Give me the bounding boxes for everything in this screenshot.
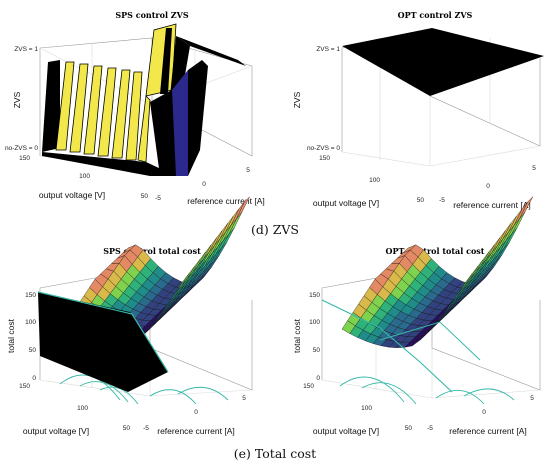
surface-patch bbox=[97, 67, 117, 157]
surface-patch bbox=[55, 61, 75, 151]
contour-line bbox=[177, 386, 229, 401]
z-axis-label: total cost bbox=[292, 318, 302, 353]
opt-cost-plot: OPT control total cost 150 100 50 0 tota… bbox=[292, 196, 541, 436]
surface-patch bbox=[137, 95, 151, 163]
x-axis-label: reference current [A] bbox=[187, 196, 264, 206]
chart-title: SPS control total cost bbox=[103, 246, 201, 256]
y-axis-label: output voltage [V] bbox=[23, 426, 89, 436]
surface-patch bbox=[125, 71, 143, 161]
x-tick-label: -5 bbox=[143, 425, 149, 432]
z-tick-label: 50 bbox=[29, 347, 37, 354]
chart-title: OPT control total cost bbox=[386, 246, 485, 256]
y-tick-label: 50 bbox=[405, 425, 413, 432]
zvs-surface bbox=[342, 28, 544, 96]
x-tick-label: 0 bbox=[482, 409, 486, 416]
surface-patch bbox=[42, 152, 176, 176]
z-tick-label: no-ZVS = 0 bbox=[307, 145, 340, 152]
y-tick-label: 150 bbox=[303, 383, 314, 390]
surface-patch bbox=[458, 273, 473, 293]
grid-line bbox=[341, 145, 541, 167]
y-tick-label: 150 bbox=[19, 155, 30, 162]
contour-line bbox=[79, 381, 129, 403]
z-tick-label: 0 bbox=[32, 375, 36, 382]
z-tick-label: 100 bbox=[309, 319, 320, 326]
opt-zvs-plot: OPT control ZVS ZVS = 1 no-ZVS = 0 ZVS 1… bbox=[292, 10, 544, 210]
x-tick-label: 0 bbox=[194, 409, 198, 416]
y-axis-label: output voltage [V] bbox=[313, 198, 379, 208]
y-tick-label: 100 bbox=[361, 405, 372, 412]
surface-patch bbox=[176, 36, 246, 66]
chart-title: OPT control ZVS bbox=[398, 10, 473, 20]
z-tick-label: 100 bbox=[25, 319, 36, 326]
x-tick-label: 5 bbox=[532, 165, 536, 172]
cost-surface bbox=[341, 196, 533, 348]
contour-line bbox=[361, 382, 417, 405]
y-tick-label: 50 bbox=[141, 193, 149, 200]
surface-patch bbox=[175, 273, 190, 293]
surface-edge bbox=[37, 291, 169, 373]
surface-patch bbox=[111, 69, 131, 159]
y-tick-label: 100 bbox=[369, 177, 380, 184]
contour-line bbox=[339, 376, 405, 403]
y-tick-label: 100 bbox=[77, 405, 88, 412]
sps-zvs-plot: SPS control ZVS ZVS = 1 no-ZVS bbox=[5, 10, 265, 206]
chart-title: SPS control ZVS bbox=[115, 10, 188, 20]
x-axis-label: reference current [A] bbox=[449, 426, 526, 436]
zvs-surface bbox=[42, 23, 246, 176]
surface-patch bbox=[38, 292, 168, 392]
caption-zvs: (d) ZVS bbox=[251, 222, 299, 237]
z-tick-label: ZVS = 1 bbox=[14, 46, 38, 53]
x-tick-label: -5 bbox=[427, 425, 433, 432]
x-axis-label: reference current [A] bbox=[453, 200, 530, 210]
x-tick-label: 5 bbox=[530, 395, 534, 402]
surface-patch bbox=[69, 63, 89, 153]
x-tick-label: -5 bbox=[439, 197, 445, 204]
z-tick-label: 150 bbox=[309, 292, 320, 299]
surface-edge bbox=[379, 321, 481, 361]
sps-cost-plot: SPS control total cost 150 100 50 0 tota… bbox=[6, 196, 253, 436]
x-tick-label: 0 bbox=[486, 183, 490, 190]
y-tick-label: 150 bbox=[19, 383, 30, 390]
caption-total-cost: (e) Total cost bbox=[234, 446, 316, 461]
surface-patch bbox=[188, 60, 208, 176]
x-axis-label: reference current [A] bbox=[157, 426, 234, 436]
z-axis-label: ZVS bbox=[292, 91, 302, 108]
z-axis-label: ZVS bbox=[12, 91, 22, 108]
z-tick-label: no-ZVS = 0 bbox=[5, 145, 38, 152]
z-tick-label: ZVS = 1 bbox=[316, 46, 340, 53]
surface-patch bbox=[42, 60, 60, 152]
z-axis-label: total cost bbox=[6, 318, 16, 353]
y-tick-label: 50 bbox=[417, 197, 425, 204]
x-tick-label: -5 bbox=[155, 195, 161, 202]
floor-contours bbox=[339, 376, 515, 405]
contour-line bbox=[435, 389, 485, 405]
y-tick-label: 150 bbox=[319, 155, 330, 162]
x-tick-label: 5 bbox=[246, 167, 250, 174]
x-tick-label: 0 bbox=[202, 181, 206, 188]
contour-line bbox=[149, 389, 197, 405]
x-tick-label: 5 bbox=[242, 395, 246, 402]
z-tick-label: 150 bbox=[25, 292, 36, 299]
z-tick-label: 50 bbox=[313, 347, 321, 354]
contour-line bbox=[463, 388, 515, 401]
y-axis-label: output voltage [V] bbox=[313, 426, 379, 436]
surface-patch bbox=[160, 28, 172, 94]
y-axis-label: output voltage [V] bbox=[39, 190, 105, 200]
surface-patch bbox=[83, 65, 103, 155]
y-tick-label: 100 bbox=[79, 173, 90, 180]
z-tick-label: 0 bbox=[316, 375, 320, 382]
y-tick-label: 50 bbox=[123, 425, 131, 432]
surface-edge bbox=[321, 299, 453, 393]
